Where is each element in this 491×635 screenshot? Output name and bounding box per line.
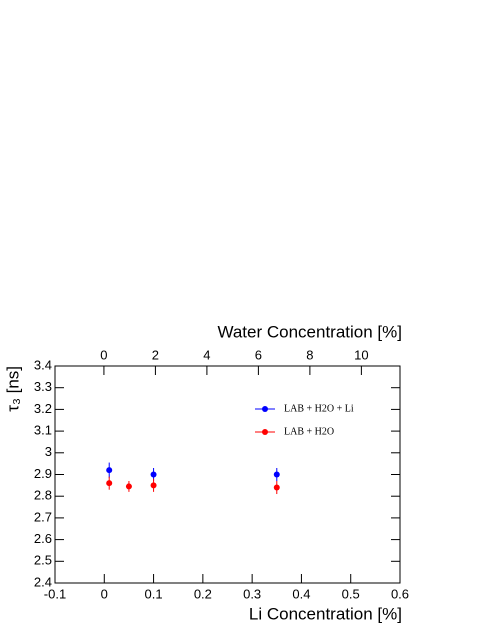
marker — [106, 480, 113, 487]
y-tick-label: 3.3 — [34, 379, 52, 394]
x-tick-label: -0.1 — [44, 586, 66, 601]
plot-frame — [54, 365, 401, 584]
y-tick-label: 2.6 — [34, 531, 52, 546]
x-axis-label: Li Concentration [%] — [249, 604, 402, 623]
legend-marker — [262, 429, 268, 435]
y-tick-label: 2.5 — [34, 553, 52, 568]
top-axis-label: Water Concentration [%] — [217, 322, 402, 341]
top-tick-label: 2 — [152, 347, 159, 362]
marker — [150, 482, 157, 489]
x-tick-label: 0 — [101, 586, 108, 601]
x-tick-label: 0.5 — [342, 586, 360, 601]
top-tick-label: 6 — [255, 347, 262, 362]
legend-label: LAB + H2O + Li — [284, 403, 354, 414]
legend-marker — [262, 406, 268, 412]
x-tick-label: 0.1 — [145, 586, 163, 601]
marker — [125, 483, 132, 490]
legend-label: LAB + H2O — [284, 426, 334, 437]
y-tick-label: 3.1 — [34, 423, 52, 438]
y-tick-label: 3 — [45, 444, 52, 459]
marker — [150, 471, 157, 478]
y-tick-label: 2.9 — [34, 466, 52, 481]
x-tick-label: 0.2 — [194, 586, 212, 601]
y-axis-label: τ₃ [ns] — [3, 366, 22, 412]
x-tick-label: 0.3 — [243, 586, 261, 601]
x-tick-label: 0.6 — [391, 586, 409, 601]
x-tick-label: 0.4 — [292, 586, 310, 601]
marker — [106, 467, 113, 474]
y-tick-label: 3.2 — [34, 401, 52, 416]
marker — [273, 471, 280, 478]
top-tick-label: 0 — [100, 347, 107, 362]
y-tick-label: 3.4 — [34, 357, 52, 372]
top-tick-label: 8 — [306, 347, 313, 362]
y-tick-label: 2.8 — [34, 488, 52, 503]
top-tick-label: 4 — [203, 347, 210, 362]
top-tick-label: 10 — [354, 347, 368, 362]
y-tick-label: 2.7 — [34, 509, 52, 524]
y-tick-label: 2.4 — [34, 574, 52, 589]
marker — [273, 484, 280, 491]
